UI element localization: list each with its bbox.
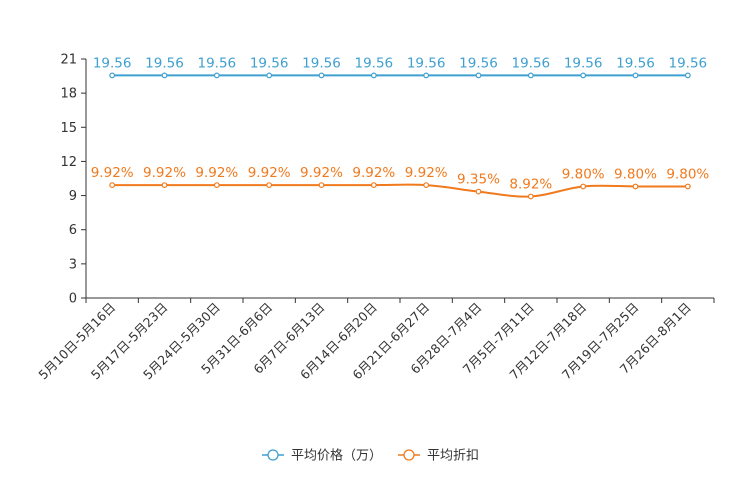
data-point: [213, 72, 220, 79]
data-label: 19.56: [93, 55, 132, 71]
data-point: [632, 72, 639, 79]
data-label: 9.80%: [614, 166, 657, 182]
data-label: 9.92%: [195, 165, 238, 181]
data-label: 9.92%: [91, 165, 134, 181]
data-point: [475, 72, 482, 79]
data-label: 19.56: [302, 55, 341, 71]
series-line-2: [112, 183, 688, 198]
data-point: [475, 188, 482, 195]
data-label: 19.56: [407, 55, 446, 71]
data-point: [213, 182, 220, 189]
data-point: [580, 183, 587, 190]
data-point: [370, 72, 377, 79]
legend-label-2: 平均折扣: [427, 449, 479, 464]
data-point: [109, 72, 116, 79]
data-label: 19.56: [564, 55, 603, 71]
data-point: [527, 72, 534, 79]
y-tick-label: 21: [60, 53, 77, 68]
data-point: [318, 72, 325, 79]
data-point: [632, 183, 639, 190]
data-point: [527, 193, 534, 200]
data-point: [423, 182, 430, 189]
data-point: [266, 72, 273, 79]
data-point: [161, 72, 168, 79]
data-label: 9.92%: [352, 165, 395, 181]
data-label: 8.92%: [509, 176, 552, 192]
data-label: 19.56: [355, 55, 394, 71]
data-point: [109, 182, 116, 189]
data-label: 19.56: [512, 55, 551, 71]
y-tick-label: 3: [69, 257, 77, 272]
data-label: 19.56: [459, 55, 498, 71]
data-point: [370, 182, 377, 189]
y-tick-label: 0: [69, 292, 77, 307]
y-tick-label: 15: [60, 121, 77, 136]
data-point: [423, 72, 430, 79]
data-point: [580, 72, 587, 79]
y-tick-label: 12: [60, 155, 77, 170]
data-label: 19.56: [145, 55, 184, 71]
data-label: 9.80%: [562, 166, 605, 182]
data-point: [318, 182, 325, 189]
data-label: 19.56: [250, 55, 289, 71]
legend-marker-1: [267, 449, 279, 461]
data-point: [684, 183, 691, 190]
data-label: 9.35%: [457, 172, 500, 188]
data-point: [684, 72, 691, 79]
data-label: 9.92%: [405, 165, 448, 181]
data-label: 9.92%: [143, 165, 186, 181]
y-tick-label: 6: [69, 223, 77, 238]
data-label: 9.92%: [300, 165, 343, 181]
data-label: 9.80%: [666, 166, 709, 182]
y-tick-label: 9: [69, 189, 77, 204]
y-tick-label: 18: [60, 87, 77, 102]
legend-marker-2: [403, 449, 415, 461]
data-label: 9.92%: [248, 165, 291, 181]
data-label: 19.56: [616, 55, 655, 71]
legend-label-1: 平均价格（万）: [291, 448, 382, 464]
data-point: [161, 182, 168, 189]
data-label: 19.56: [669, 55, 708, 71]
data-point: [266, 182, 273, 189]
data-label: 19.56: [198, 55, 237, 71]
